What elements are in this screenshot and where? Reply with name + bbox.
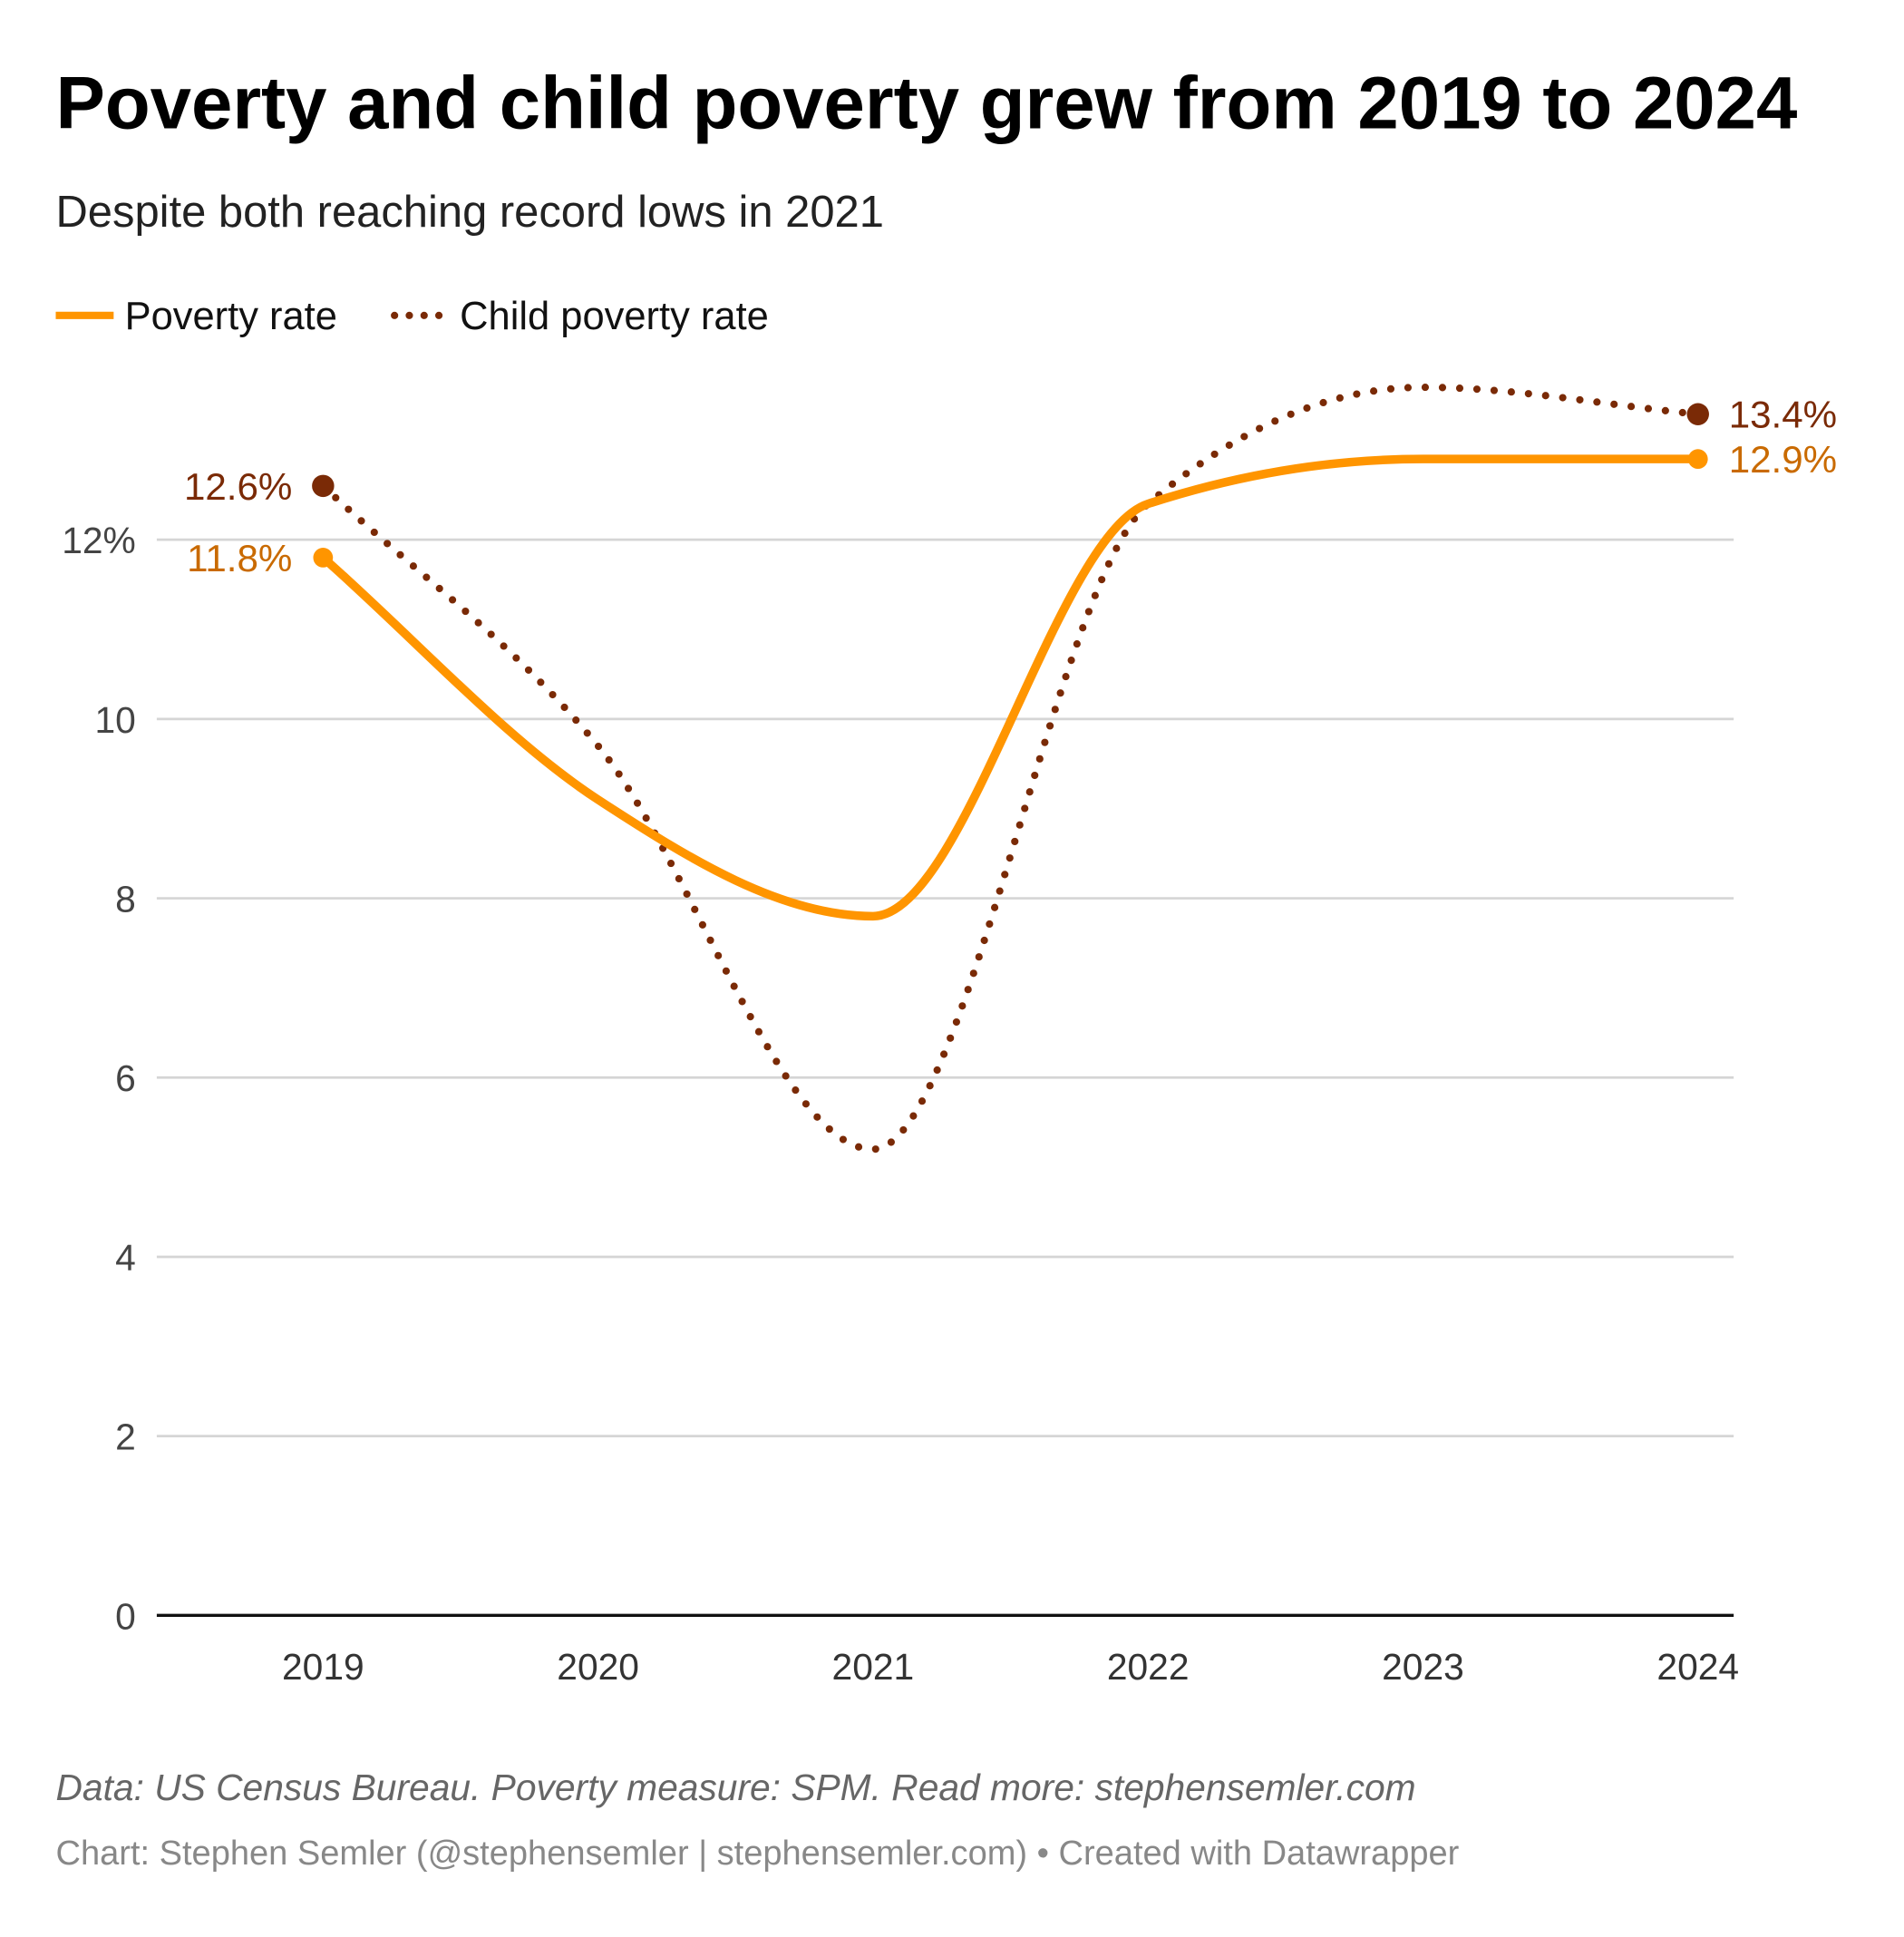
chart-title: Poverty and child poverty grew from 2019… [55, 62, 1797, 144]
y-tick-label: 10 [94, 699, 135, 741]
x-tick-label: 2019 [282, 1646, 364, 1688]
data-point [1687, 449, 1708, 470]
chart-subtitle: Despite both reaching record lows in 202… [55, 188, 883, 237]
data-point [312, 474, 335, 498]
x-tick-label: 2020 [557, 1646, 639, 1688]
data-label: 12.6% [184, 465, 292, 508]
source-note: Data: US Census Bureau. Poverty measure:… [55, 1767, 1415, 1808]
data-label: 12.9% [1729, 438, 1837, 481]
y-tick-label: 2 [115, 1416, 136, 1458]
gridlines [156, 538, 1734, 1618]
series-lines [312, 384, 1709, 1153]
legend: Poverty rate Child poverty rate [55, 295, 769, 338]
y-tick-label: 12% [62, 520, 136, 561]
y-tick-label: 8 [115, 878, 136, 920]
legend-label-child-poverty: Child poverty rate [460, 295, 769, 338]
x-tick-label: 2024 [1656, 1646, 1739, 1688]
x-tick-label: 2022 [1107, 1646, 1190, 1688]
data-label: 11.8% [187, 537, 292, 579]
line-poverty [318, 454, 1703, 921]
y-tick-label: 4 [115, 1237, 136, 1279]
legend-label-poverty: Poverty rate [125, 295, 337, 338]
data-label: 13.4% [1729, 394, 1837, 436]
x-axis: 2019 2020 2021 2022 2023 2024 [282, 1646, 1739, 1688]
y-tick-label: 0 [115, 1595, 136, 1637]
data-labels: 12.6% 13.4% 11.8% 12.9% [184, 394, 1837, 579]
y-tick-label: 6 [115, 1057, 136, 1099]
y-axis: 0 2 4 6 8 10 12% [62, 520, 136, 1637]
data-point [313, 548, 334, 568]
credit-line: Chart: Stephen Semler (@stephensemler | … [55, 1835, 1459, 1873]
data-point [1686, 403, 1709, 425]
line-child-poverty [319, 384, 1702, 1153]
x-tick-label: 2023 [1382, 1646, 1464, 1688]
x-tick-label: 2021 [832, 1646, 915, 1688]
